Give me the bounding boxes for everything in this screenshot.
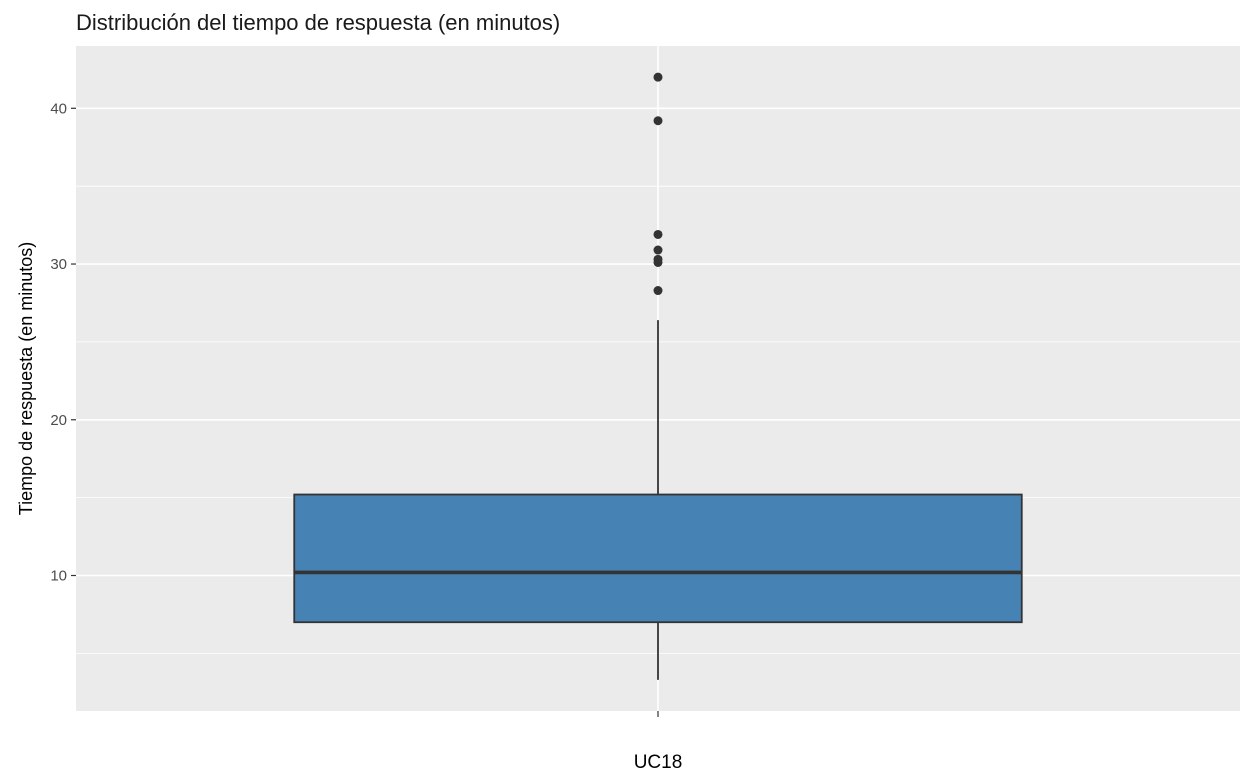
outlier-point xyxy=(653,245,663,255)
outlier-point xyxy=(653,254,663,264)
y-tick-label: 30 xyxy=(50,256,67,273)
outlier-point xyxy=(653,286,663,296)
y-tick-label: 20 xyxy=(50,412,67,429)
axes: 10 20 30 40 UC18 xyxy=(50,100,682,768)
boxplot-group xyxy=(293,72,1023,680)
y-axis-title: Tiempo de respuesta (en minutos) xyxy=(16,242,36,515)
x-tick-label: UC18 xyxy=(634,752,683,768)
y-tick-label: 40 xyxy=(50,100,67,117)
outlier-point xyxy=(653,116,663,126)
box-iqr xyxy=(293,493,1023,624)
outlier-point xyxy=(653,229,663,239)
y-tick-label: 10 xyxy=(50,568,67,585)
chart-title: Distribución del tiempo de respuesta (en… xyxy=(76,10,561,35)
outlier-point xyxy=(653,72,663,82)
